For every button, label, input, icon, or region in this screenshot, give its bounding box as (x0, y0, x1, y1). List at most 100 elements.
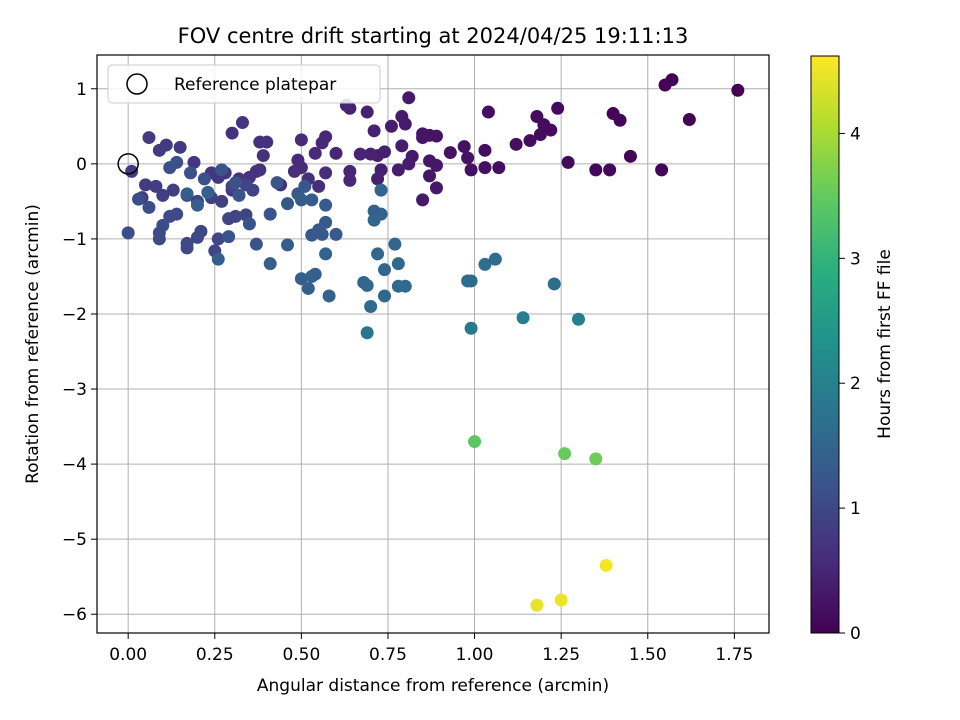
colorbar: 0 1 2 3 4 Hours from first FF file (810, 55, 895, 644)
data-point (402, 157, 416, 171)
data-point (364, 299, 378, 313)
data-point (523, 134, 537, 148)
data-point (211, 252, 225, 266)
data-point (367, 124, 381, 138)
data-point (281, 197, 295, 211)
data-point (603, 163, 617, 177)
data-point (312, 179, 326, 193)
x-tick-label: 1.50 (629, 645, 667, 665)
data-point (731, 83, 745, 97)
data-point (391, 257, 405, 271)
data-point (190, 230, 204, 244)
data-point (142, 200, 156, 214)
data-point (152, 232, 166, 246)
data-point (367, 213, 381, 227)
data-point (343, 173, 357, 187)
data-point (416, 193, 430, 207)
data-point (537, 118, 551, 132)
colorbar-tick-label: 1 (850, 499, 861, 519)
data-point (391, 163, 405, 177)
legend-entry-reference: Reference platepar (174, 75, 336, 95)
data-point (443, 146, 457, 160)
data-point (184, 166, 198, 180)
data-point (423, 169, 437, 183)
data-point (294, 272, 308, 286)
data-point (125, 164, 139, 178)
data-point (256, 149, 270, 163)
data-point (623, 149, 637, 163)
data-point (329, 227, 343, 241)
data-point (132, 192, 146, 206)
data-point (263, 257, 277, 271)
colorbar-tick-label: 0 (850, 624, 861, 644)
y-axis-ticks: −6 −5 −4 −3 −2 −1 0 1 (62, 80, 97, 625)
data-point (488, 252, 502, 266)
data-point (329, 146, 343, 160)
reference-platepar-marker (117, 153, 139, 175)
y-tick-label: −5 (62, 530, 87, 550)
data-point (263, 207, 277, 221)
data-point (319, 166, 333, 180)
data-point (149, 179, 163, 193)
data-point (319, 215, 333, 229)
data-point (281, 238, 295, 252)
data-point (173, 140, 187, 154)
y-tick-label: −4 (62, 455, 87, 475)
data-point (378, 289, 392, 303)
data-point (180, 187, 194, 201)
data-point (658, 78, 672, 92)
data-point (429, 181, 443, 195)
data-point (246, 183, 260, 197)
data-point (371, 172, 385, 186)
data-point (301, 281, 315, 295)
data-point (378, 263, 392, 277)
data-point (215, 194, 229, 208)
y-tick-label: −6 (62, 605, 87, 625)
data-point (530, 598, 544, 612)
data-point (533, 128, 547, 142)
data-point (152, 143, 166, 157)
colorbar-tick-label: 3 (850, 249, 861, 269)
data-point (253, 135, 267, 149)
data-point (298, 179, 312, 193)
data-point (464, 163, 478, 177)
data-point (319, 198, 333, 212)
data-point (294, 193, 308, 207)
data-point (478, 161, 492, 175)
colorbar-label: Hours from first FF file (875, 249, 895, 439)
y-tick-label: −2 (62, 305, 87, 325)
y-axis-label: Rotation from reference (arcmin) (23, 204, 43, 484)
y-tick-label: −1 (62, 230, 87, 250)
data-point (353, 147, 367, 161)
data-point (589, 452, 603, 466)
data-point (547, 277, 561, 291)
data-point (211, 232, 225, 246)
data-point (197, 172, 211, 186)
data-point (315, 136, 329, 150)
data-point (589, 163, 603, 177)
data-point (187, 155, 201, 169)
data-point (571, 312, 585, 326)
y-tick-label: 0 (76, 155, 87, 175)
data-point (481, 105, 495, 119)
data-point (294, 133, 308, 147)
data-point (156, 188, 170, 202)
data-point (398, 279, 412, 293)
data-point (360, 105, 374, 119)
chart-title: FOV centre drift starting at 2024/04/25 … (178, 24, 689, 48)
data-point (319, 247, 333, 261)
y-tick-label: −3 (62, 380, 87, 400)
x-tick-label: 0.00 (109, 645, 147, 665)
data-point (249, 237, 263, 251)
data-point (554, 593, 568, 607)
data-point (478, 143, 492, 157)
data-point (201, 185, 215, 199)
x-tick-label: 0.75 (369, 645, 407, 665)
data-point (287, 164, 301, 178)
data-point (315, 227, 329, 241)
data-point (599, 558, 613, 572)
data-point (613, 113, 627, 127)
data-point (464, 274, 478, 288)
data-point (225, 126, 239, 140)
